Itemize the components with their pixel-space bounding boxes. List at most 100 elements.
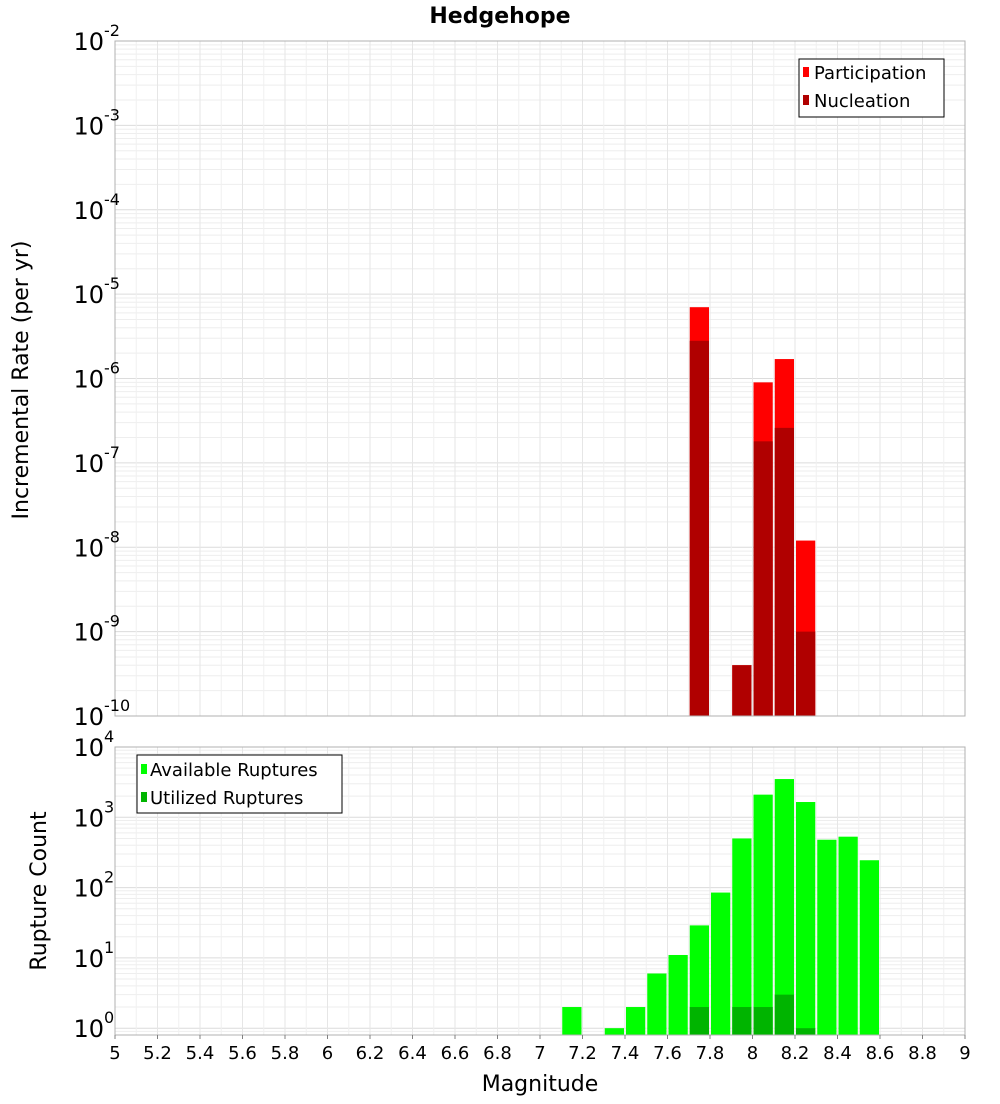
bottom-bar-available-ruptures — [626, 1007, 646, 1035]
x-tick-label: 5.8 — [271, 1043, 300, 1064]
bottom-bar-available-ruptures — [753, 794, 773, 1035]
x-tick-label: 6.8 — [483, 1043, 512, 1064]
top-bar-nucleation — [753, 441, 773, 716]
top-bar-nucleation — [774, 427, 794, 716]
bottom-bar-utilized-ruptures — [753, 1007, 773, 1035]
top-legend-box — [798, 58, 945, 118]
top-bars — [689, 307, 816, 716]
bottom-bar-available-ruptures — [859, 860, 879, 1035]
bottom-bar-available-ruptures — [774, 779, 794, 1035]
top-y-tick-label: 10 — [73, 281, 104, 309]
x-tick-label: 6.6 — [441, 1043, 470, 1064]
bottom-y-tick-label: 10 — [73, 945, 104, 973]
legend-label-available: Available Ruptures — [150, 760, 318, 781]
bottom-bar-available-ruptures — [604, 1028, 624, 1035]
top-y-tick-label: 10 — [73, 366, 104, 394]
x-axis-label: Magnitude — [482, 1072, 599, 1097]
x-tick-label: 8.2 — [781, 1043, 810, 1064]
top-y-tick-label: 10 — [73, 619, 104, 647]
bottom-y-axis-label: Rupture Count — [27, 811, 52, 971]
bottom-y-tick-exponent: 0 — [104, 1008, 114, 1027]
x-tick-label: 7.4 — [611, 1043, 640, 1064]
top-y-tick-label: 10 — [73, 534, 104, 562]
bottom-y-tick-exponent: 1 — [104, 938, 114, 957]
top-y-tick-exponent: -6 — [104, 359, 120, 378]
x-tick-label: 7.6 — [653, 1043, 682, 1064]
bottom-bar-utilized-ruptures — [774, 994, 794, 1035]
legend-swatch-available — [141, 764, 147, 774]
top-y-tick-label: 10 — [73, 450, 104, 478]
legend-swatch-nucleation — [803, 95, 809, 105]
chart-title: Hedgehope — [429, 4, 570, 29]
top-y-tick-exponent: -4 — [104, 190, 120, 209]
top-y-tick-exponent: -9 — [104, 612, 120, 631]
x-tick-label: 7 — [534, 1043, 545, 1064]
bottom-bar-available-ruptures — [817, 839, 837, 1035]
legend-swatch-participation — [803, 67, 809, 77]
top-bar-nucleation — [689, 340, 709, 716]
legend-swatch-utilized — [141, 792, 147, 802]
x-tick-label: 7.8 — [696, 1043, 725, 1064]
bottom-y-tick-label: 10 — [73, 875, 104, 903]
bottom-y-tick-label: 10 — [73, 804, 104, 832]
bottom-bar-available-ruptures — [711, 892, 731, 1035]
bottom-bar-utilized-ruptures — [689, 1007, 709, 1035]
x-tick-label: 8 — [747, 1043, 758, 1064]
bottom-bar-available-ruptures — [562, 1007, 582, 1035]
top-y-tick-label: 10 — [73, 112, 104, 140]
top-y-tick-label: 10 — [73, 28, 104, 56]
bottom-bar-available-ruptures — [732, 838, 752, 1035]
top-bar-nucleation — [732, 665, 752, 716]
x-tick-label: 7.2 — [568, 1043, 597, 1064]
x-tick-labels: 5 5.2 5.4 5.6 5.8 6 6.2 6.4 6.6 6.8 7 7.2 7.4 7.6 7.8 8… — [109, 1035, 971, 1064]
bottom-bar-available-ruptures — [838, 836, 858, 1035]
bottom-y-tick-label: 10 — [73, 1015, 104, 1043]
legend-label-nucleation: Nucleation — [814, 91, 910, 112]
x-tick-label: 5 — [109, 1043, 120, 1064]
x-tick-label: 5.4 — [186, 1043, 215, 1064]
top-y-tick-exponent: -5 — [104, 274, 120, 293]
bottom-y-tick-exponent: 4 — [104, 727, 114, 746]
x-tick-label: 5.6 — [228, 1043, 257, 1064]
top-y-axis-label: Incremental Rate (per yr) — [9, 241, 34, 520]
bottom-bar-utilized-ruptures — [732, 1007, 752, 1035]
legend-label-utilized: Utilized Ruptures — [150, 788, 303, 809]
x-tick-label: 6.4 — [398, 1043, 427, 1064]
x-tick-label: 6.2 — [356, 1043, 385, 1064]
top-plot-border — [114, 40, 966, 717]
top-y-tick-exponent: -7 — [104, 443, 120, 462]
top-y-tick-exponent: -8 — [104, 527, 120, 546]
x-tick-label: 6 — [322, 1043, 333, 1064]
x-tick-label: 5.2 — [143, 1043, 172, 1064]
bottom-bar-available-ruptures — [668, 954, 688, 1035]
bottom-legend-box — [136, 754, 343, 814]
bottom-bar-available-ruptures — [647, 973, 667, 1035]
bottom-y-tick-exponent: 2 — [104, 868, 114, 887]
x-tick-label: 8.8 — [908, 1043, 937, 1064]
top-y-tick-label: 10 — [73, 197, 104, 225]
x-tick-label: 9 — [959, 1043, 970, 1064]
top-gridlines — [114, 40, 966, 717]
bottom-y-tick-exponent: 3 — [104, 797, 114, 816]
bottom-y-tick-label: 10 — [73, 734, 104, 762]
top-bar-nucleation — [796, 631, 816, 716]
top-legend: Participation Nucleation — [798, 58, 945, 118]
x-tick-label: 8.4 — [823, 1043, 852, 1064]
bottom-legend: Available Ruptures Utilized Ruptures — [136, 754, 343, 814]
x-tick-label: 8.6 — [866, 1043, 895, 1064]
top-y-tick-exponent: -2 — [104, 21, 120, 40]
legend-label-participation: Participation — [814, 63, 926, 84]
top-y-tick-exponent: -10 — [104, 696, 130, 715]
bottom-bar-utilized-ruptures — [796, 1028, 816, 1035]
top-y-tick-label: 10 — [73, 703, 104, 731]
bottom-gridlines — [114, 746, 966, 1036]
bottom-bars — [562, 779, 879, 1035]
top-y-tick-exponent: -3 — [104, 105, 120, 124]
bottom-bar-available-ruptures — [796, 802, 816, 1035]
